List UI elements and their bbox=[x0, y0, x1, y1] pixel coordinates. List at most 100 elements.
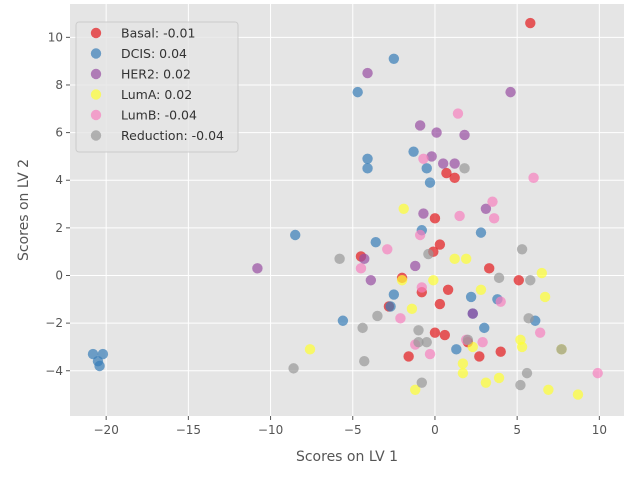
data-point bbox=[493, 372, 505, 384]
data-point bbox=[493, 272, 505, 284]
data-point bbox=[416, 282, 427, 293]
data-point bbox=[525, 17, 536, 29]
data-point bbox=[543, 384, 554, 396]
legend-marker bbox=[90, 27, 102, 39]
data-point bbox=[424, 348, 436, 360]
data-point bbox=[97, 348, 109, 360]
data-point bbox=[413, 325, 424, 336]
data-point bbox=[429, 213, 441, 224]
series-4 bbox=[355, 108, 603, 379]
data-point bbox=[372, 310, 383, 322]
x-tick-label: 0 bbox=[431, 423, 439, 437]
data-point bbox=[513, 275, 524, 286]
data-point bbox=[357, 322, 368, 334]
y-tick-label: 8 bbox=[55, 78, 63, 92]
data-point bbox=[467, 308, 478, 319]
x-tick-label: 5 bbox=[513, 423, 521, 437]
data-point bbox=[441, 167, 452, 179]
data-point bbox=[414, 120, 426, 131]
data-point bbox=[288, 363, 299, 374]
y-tick-label: −2 bbox=[45, 316, 63, 330]
data-point bbox=[521, 367, 533, 379]
data-point bbox=[528, 172, 539, 184]
data-point bbox=[505, 86, 516, 98]
data-point bbox=[442, 284, 454, 295]
data-point bbox=[516, 244, 528, 255]
data-point bbox=[475, 227, 487, 238]
data-point bbox=[534, 327, 546, 338]
x-tick-label: −15 bbox=[176, 423, 201, 437]
x-tick-label: −5 bbox=[344, 423, 362, 437]
data-point bbox=[457, 358, 469, 369]
data-point bbox=[480, 377, 492, 388]
y-tick-label: −4 bbox=[45, 364, 63, 378]
data-point bbox=[416, 377, 427, 388]
data-point bbox=[477, 336, 488, 348]
legend-label: LumA: 0.02 bbox=[121, 87, 192, 102]
series-2 bbox=[252, 67, 516, 319]
data-point bbox=[370, 236, 381, 248]
data-point bbox=[337, 315, 349, 326]
data-point bbox=[462, 334, 474, 345]
legend-marker bbox=[90, 68, 102, 80]
data-point bbox=[406, 303, 418, 315]
y-tick-label: 10 bbox=[48, 30, 63, 44]
data-point bbox=[252, 263, 263, 274]
x-tick-label: −10 bbox=[258, 423, 283, 437]
series-5 bbox=[288, 163, 567, 391]
data-point bbox=[523, 313, 534, 324]
data-point bbox=[439, 329, 451, 341]
data-point bbox=[480, 203, 492, 215]
y-tick-label: 4 bbox=[55, 173, 63, 187]
data-point bbox=[362, 153, 373, 164]
data-point bbox=[428, 275, 439, 286]
data-point bbox=[431, 127, 442, 138]
legend: Basal: -0.01 DCIS: 0.04 HER2: 0.02 LumA: 0.… bbox=[75, 21, 239, 153]
data-point bbox=[362, 67, 373, 79]
data-point bbox=[465, 291, 477, 303]
y-tick-label: 0 bbox=[55, 268, 63, 282]
data-point bbox=[457, 367, 469, 379]
x-tick-label: −20 bbox=[94, 423, 119, 437]
data-point bbox=[423, 248, 434, 260]
data-point bbox=[525, 275, 536, 286]
data-point bbox=[365, 275, 377, 286]
data-point bbox=[572, 389, 584, 400]
data-point bbox=[474, 351, 485, 362]
data-point bbox=[451, 344, 462, 355]
data-point bbox=[410, 260, 421, 272]
data-point bbox=[426, 151, 437, 162]
data-point bbox=[388, 289, 400, 300]
data-point bbox=[290, 229, 301, 241]
data-point bbox=[408, 146, 419, 157]
data-point bbox=[459, 163, 470, 174]
data-point bbox=[449, 253, 460, 265]
data-point bbox=[385, 301, 396, 312]
data-point bbox=[487, 196, 498, 207]
data-point bbox=[421, 336, 432, 348]
data-point bbox=[495, 346, 506, 357]
data-point bbox=[398, 203, 409, 215]
data-point bbox=[414, 229, 426, 241]
data-point bbox=[454, 210, 465, 222]
data-point bbox=[421, 163, 432, 174]
data-point bbox=[434, 239, 446, 250]
data-point bbox=[388, 53, 400, 64]
data-point bbox=[459, 129, 470, 141]
data-point bbox=[429, 327, 441, 338]
data-point bbox=[304, 344, 316, 355]
data-point bbox=[516, 341, 528, 353]
legend-marker bbox=[90, 89, 102, 100]
data-point bbox=[418, 153, 429, 164]
data-point bbox=[334, 253, 345, 265]
data-point bbox=[434, 298, 446, 310]
data-point bbox=[359, 356, 370, 367]
data-point bbox=[536, 267, 548, 279]
data-point bbox=[413, 336, 424, 348]
data-point bbox=[488, 213, 500, 224]
data-point bbox=[362, 163, 373, 174]
legend-box bbox=[75, 21, 239, 153]
data-point bbox=[352, 86, 363, 98]
